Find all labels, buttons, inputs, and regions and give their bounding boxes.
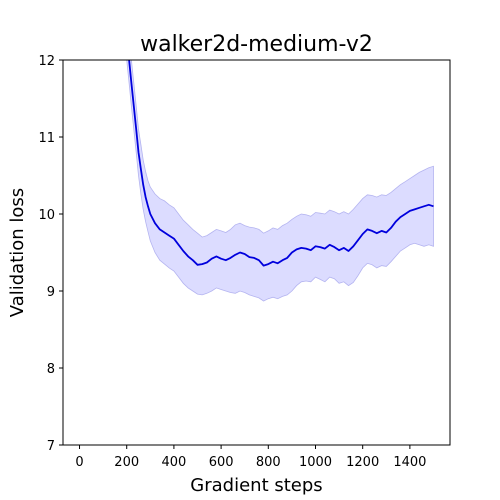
x-axis-ticks: 0 200 400 600 800 1000 1200 1400 [75,445,426,470]
x-tick-label: 1400 [393,455,426,470]
y-tick-label: 9 [47,285,55,300]
x-tick-label: 1200 [346,455,379,470]
x-tick-label: 1000 [299,455,332,470]
axes-frame [62,59,451,446]
y-tick-label: 10 [38,208,55,223]
chart-title: walker2d-medium-v2 [140,32,373,57]
x-tick-label: 800 [256,455,281,470]
x-axis-label: Gradient steps [190,475,322,496]
x-tick-label: 600 [209,455,234,470]
y-axis-label: Validation loss [7,188,28,317]
plot-area: 0 200 400 600 800 1000 1200 1400 7 8 9 10 11 12 [38,54,451,470]
y-tick-label: 7 [47,439,55,454]
y-tick-label: 8 [47,362,55,377]
x-tick-label: 400 [161,455,186,470]
y-axis-ticks: 7 8 9 10 11 12 [38,54,63,454]
series-line [128,60,434,267]
x-tick-label: 0 [75,455,83,470]
x-tick-label: 200 [114,455,139,470]
y-tick-label: 11 [38,131,55,146]
y-tick-label: 12 [38,54,55,69]
